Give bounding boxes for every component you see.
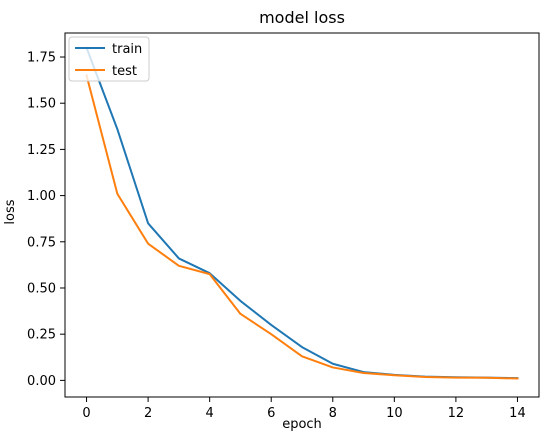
x-axis-label: epoch [282, 417, 322, 432]
y-tick-label: 0.75 [27, 235, 56, 250]
y-tick-label: 0.00 [27, 374, 56, 389]
y-axis-label: loss [3, 199, 18, 224]
legend-test-label: test [112, 64, 137, 79]
y-tick-label: 1.75 [27, 51, 56, 66]
y-tick-label: 1.00 [27, 189, 56, 204]
series-lines-group [85, 46, 519, 380]
axis-ticks-group: 0 2 4 6 8 10 12 14 0.00 0.25 0.50 0.75 1.00 1.25 1.50 1… [27, 51, 526, 421]
x-tick-label: 6 [267, 406, 275, 421]
x-tick-label: 0 [82, 406, 90, 421]
x-tick-label: 14 [509, 406, 526, 421]
y-tick-label: 0.50 [27, 281, 56, 296]
y-tick-label: 1.25 [27, 143, 56, 158]
chart-title: model loss [259, 8, 345, 27]
x-tick-label: 12 [448, 406, 465, 421]
y-tick-label: 0.25 [27, 328, 56, 343]
x-tick-label: 2 [144, 406, 152, 421]
y-tick-label: 1.50 [27, 97, 56, 112]
x-tick-label: 10 [386, 406, 403, 421]
test-loss-line [85, 74, 519, 380]
x-tick-label: 4 [206, 406, 214, 421]
x-tick-label: 8 [329, 406, 337, 421]
plot-frame [64, 32, 540, 398]
legend: train test [68, 36, 150, 82]
legend-train-label: train [112, 42, 142, 57]
